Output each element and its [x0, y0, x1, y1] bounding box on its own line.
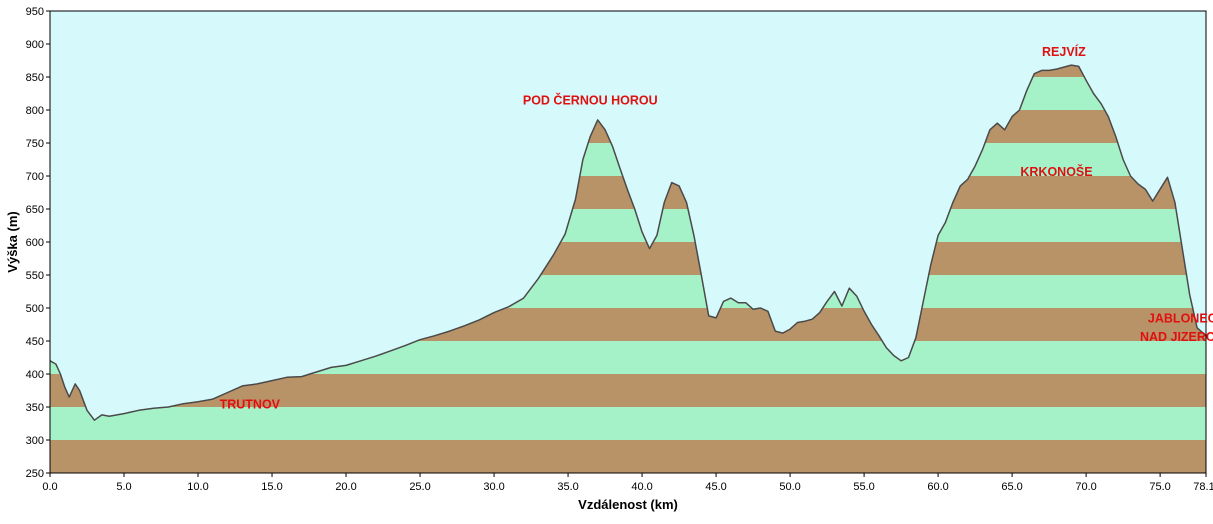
x-tick-label: 55.0: [853, 481, 874, 493]
place-labels: POD ČERNOU HOROU REJVÍZ KRKONOŠE JABLONEC NA…: [220, 44, 1213, 411]
elevation-band: [50, 440, 1206, 473]
y-tick-label: 600: [26, 237, 44, 249]
x-axis-title: Vzdálenost (km): [578, 497, 678, 512]
x-tick-label: 35.0: [557, 481, 578, 493]
y-tick-label: 550: [26, 270, 44, 282]
x-tick-label: 20.0: [335, 481, 356, 493]
place-label: POD ČERNOU HOROU: [523, 93, 658, 108]
x-tick-label: 0.0: [42, 481, 57, 493]
x-tick-label: 65.0: [1001, 481, 1022, 493]
x-axis: 0.0 5.0 10.0 15.0 20.0 25.0 30.0 35.0 40.0 45.0 50…: [42, 473, 1213, 493]
y-tick-label: 750: [26, 138, 44, 150]
place-label: REJVÍZ: [1042, 44, 1086, 59]
y-axis-title: Výška (m): [5, 211, 20, 272]
y-tick-label: 300: [26, 435, 44, 447]
y-tick-label: 950: [26, 6, 44, 18]
x-tick-label: 10.0: [187, 481, 208, 493]
place-label: TRUTNOV: [220, 397, 281, 411]
y-tick-label: 650: [26, 204, 44, 216]
x-tick-label: 15.0: [261, 481, 282, 493]
elevation-profile-line: [49, 64, 1207, 421]
y-tick-label: 800: [26, 105, 44, 117]
y-tick-label: 350: [26, 402, 44, 414]
x-tick-label: 60.0: [927, 481, 948, 493]
x-tick-label: 50.0: [779, 481, 800, 493]
x-tick-label: 5.0: [116, 481, 131, 493]
x-tick-label: 78.1: [1193, 481, 1213, 493]
x-tick-label: 40.0: [631, 481, 652, 493]
y-tick-label: 700: [26, 171, 44, 183]
y-tick-label: 400: [26, 369, 44, 381]
place-label: JABLONEC: [1148, 312, 1213, 326]
elevation-band: [50, 407, 1206, 440]
place-label: NAD JIZEROU: [1140, 330, 1213, 344]
x-tick-label: 70.0: [1075, 481, 1096, 493]
y-tick-label: 900: [26, 39, 44, 51]
y-tick-label: 250: [26, 468, 44, 480]
y-tick-label: 450: [26, 336, 44, 348]
y-axis: 250 300 350 400 450 500 550 600 650 700 750 800 850 9…: [26, 6, 50, 480]
x-tick-label: 30.0: [483, 481, 504, 493]
x-tick-label: 45.0: [705, 481, 726, 493]
y-tick-label: 500: [26, 303, 44, 315]
x-tick-label: 25.0: [409, 481, 430, 493]
place-label: KRKONOŠE: [1020, 164, 1092, 179]
x-tick-label: 75.0: [1149, 481, 1170, 493]
y-tick-label: 850: [26, 72, 44, 84]
